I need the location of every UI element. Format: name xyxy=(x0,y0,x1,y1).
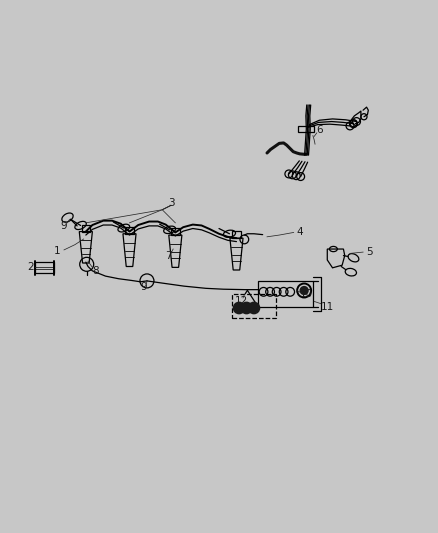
Text: 2: 2 xyxy=(27,262,34,272)
Text: 9: 9 xyxy=(141,282,147,292)
Bar xyxy=(298,126,314,132)
Text: 12: 12 xyxy=(235,296,248,306)
Text: 9: 9 xyxy=(61,221,67,231)
Text: 5: 5 xyxy=(366,247,373,257)
Bar xyxy=(125,227,134,234)
Circle shape xyxy=(233,302,245,313)
Text: 7: 7 xyxy=(166,252,172,262)
Bar xyxy=(35,262,53,273)
Bar xyxy=(171,228,180,235)
Bar xyxy=(258,281,313,307)
Text: 1: 1 xyxy=(54,246,61,256)
Text: 4: 4 xyxy=(297,227,303,237)
Text: 3: 3 xyxy=(168,198,174,208)
Circle shape xyxy=(241,302,252,313)
Text: 8: 8 xyxy=(92,266,99,276)
Circle shape xyxy=(300,287,308,294)
Bar xyxy=(81,224,90,231)
Text: 11: 11 xyxy=(321,302,334,312)
Circle shape xyxy=(248,302,260,313)
Text: 10: 10 xyxy=(300,289,313,299)
Text: 6: 6 xyxy=(316,125,323,135)
Bar xyxy=(232,231,241,238)
Bar xyxy=(232,294,276,318)
